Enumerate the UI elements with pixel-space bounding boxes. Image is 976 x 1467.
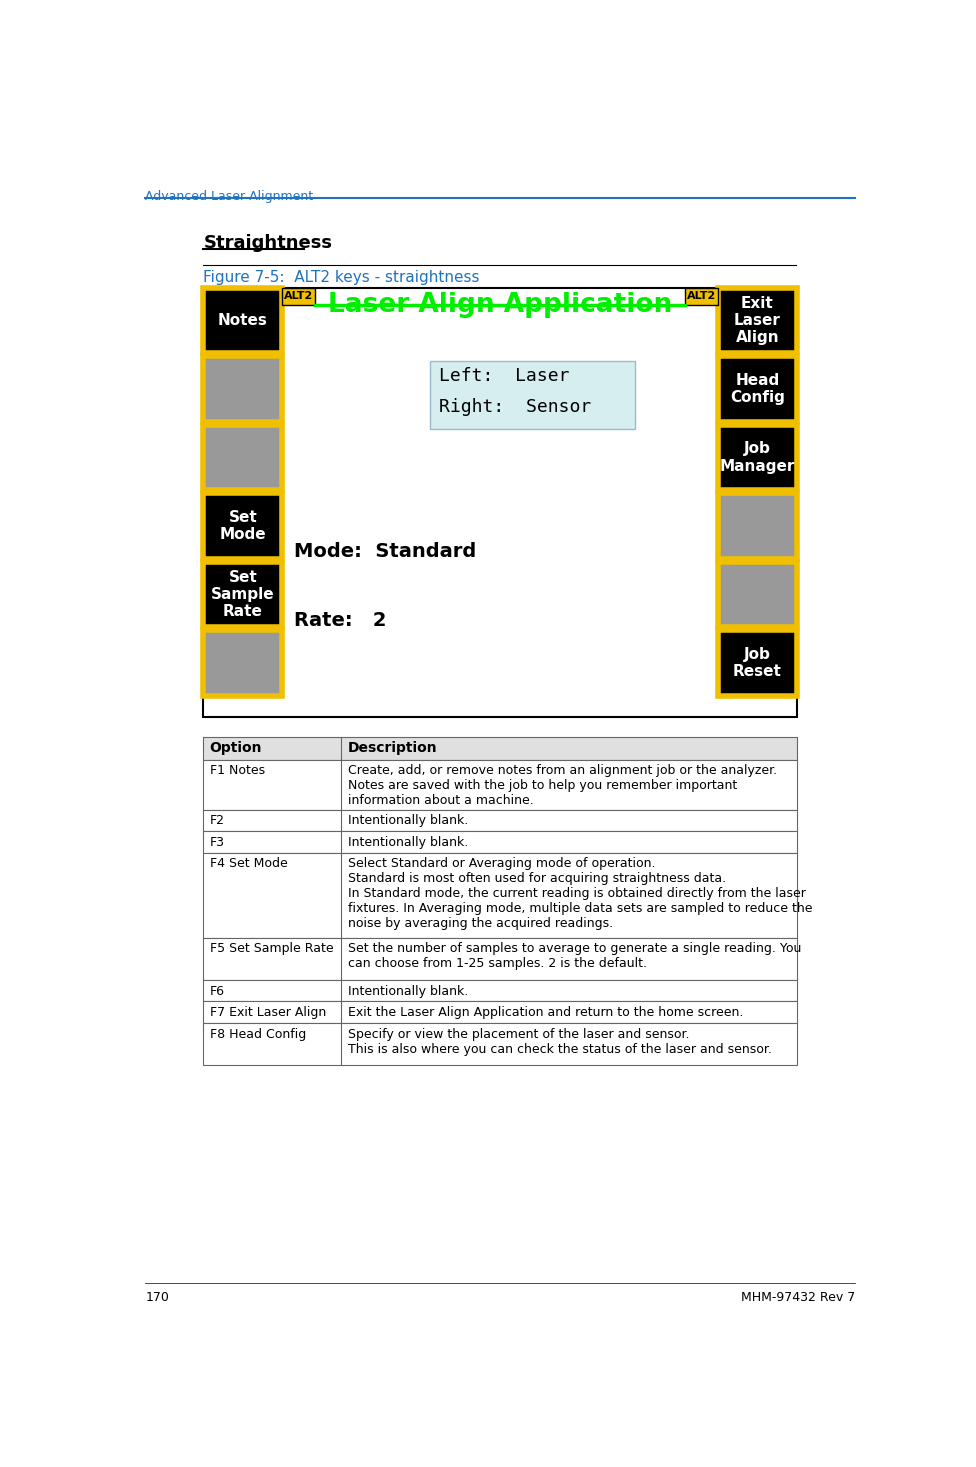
Bar xyxy=(203,356,282,421)
Text: Select Standard or Averaging mode of operation.
Standard is most often used for : Select Standard or Averaging mode of ope… xyxy=(347,858,812,930)
Bar xyxy=(429,361,635,428)
Text: Job
Manager: Job Manager xyxy=(720,442,795,474)
Bar xyxy=(203,736,797,760)
Text: Rate:   2: Rate: 2 xyxy=(294,612,386,631)
Bar xyxy=(718,425,797,490)
Text: Create, add, or remove notes from an alignment job or the analyzer.
Notes are sa: Create, add, or remove notes from an ali… xyxy=(347,764,777,807)
Text: Intentionally blank.: Intentionally blank. xyxy=(347,814,468,827)
Text: F8 Head Config: F8 Head Config xyxy=(210,1028,305,1040)
Bar xyxy=(203,1022,797,1065)
Text: Set
Mode: Set Mode xyxy=(220,511,266,543)
Text: 170: 170 xyxy=(145,1291,169,1304)
Text: ALT2: ALT2 xyxy=(687,290,716,301)
Text: F3: F3 xyxy=(210,836,224,849)
Bar xyxy=(718,562,797,628)
Text: Description: Description xyxy=(347,741,437,756)
Bar xyxy=(282,288,315,305)
Text: Exit the Laser Align Application and return to the home screen.: Exit the Laser Align Application and ret… xyxy=(347,1006,743,1020)
Bar xyxy=(203,810,797,832)
Bar xyxy=(203,980,797,1002)
Text: Exit
Laser
Align: Exit Laser Align xyxy=(734,295,781,345)
Text: MHM-97432 Rev 7: MHM-97432 Rev 7 xyxy=(741,1291,855,1304)
Text: Head
Config: Head Config xyxy=(730,373,785,405)
Bar xyxy=(203,760,797,810)
Text: Job
Reset: Job Reset xyxy=(733,647,782,679)
Text: F2: F2 xyxy=(210,814,224,827)
Bar xyxy=(203,631,282,695)
Text: ALT2: ALT2 xyxy=(284,290,313,301)
Bar xyxy=(203,288,282,354)
Text: Option: Option xyxy=(210,741,263,756)
Text: Straightness: Straightness xyxy=(203,233,333,252)
Bar xyxy=(203,562,282,628)
Bar xyxy=(718,356,797,421)
Text: Advanced Laser Alignment: Advanced Laser Alignment xyxy=(145,189,313,202)
Bar xyxy=(685,288,718,305)
Bar xyxy=(203,288,797,717)
Text: Notes: Notes xyxy=(218,312,267,329)
Bar xyxy=(718,493,797,559)
Bar xyxy=(203,493,282,559)
Bar xyxy=(718,631,797,695)
Text: Set
Sample
Rate: Set Sample Rate xyxy=(211,569,274,619)
Bar xyxy=(203,425,282,490)
Bar xyxy=(203,937,797,980)
Bar xyxy=(203,852,797,937)
Text: Laser Align Application: Laser Align Application xyxy=(328,292,672,318)
Text: Mode:  Standard: Mode: Standard xyxy=(294,541,476,560)
Bar xyxy=(203,1002,797,1022)
Bar xyxy=(203,832,797,852)
Text: F7 Exit Laser Align: F7 Exit Laser Align xyxy=(210,1006,326,1020)
Text: Specify or view the placement of the laser and sensor.
This is also where you ca: Specify or view the placement of the las… xyxy=(347,1028,771,1056)
Text: F5 Set Sample Rate: F5 Set Sample Rate xyxy=(210,942,333,955)
Text: Figure 7-5:  ALT2 keys - straightness: Figure 7-5: ALT2 keys - straightness xyxy=(203,270,480,285)
Text: F6: F6 xyxy=(210,984,224,998)
Text: F1 Notes: F1 Notes xyxy=(210,764,264,778)
Text: Intentionally blank.: Intentionally blank. xyxy=(347,836,468,849)
Text: Intentionally blank.: Intentionally blank. xyxy=(347,984,468,998)
Text: Left:  Laser
Right:  Sensor: Left: Laser Right: Sensor xyxy=(439,367,591,415)
Text: Set the number of samples to average to generate a single reading. You
can choos: Set the number of samples to average to … xyxy=(347,942,801,970)
Text: F4 Set Mode: F4 Set Mode xyxy=(210,858,287,870)
Bar xyxy=(718,288,797,354)
